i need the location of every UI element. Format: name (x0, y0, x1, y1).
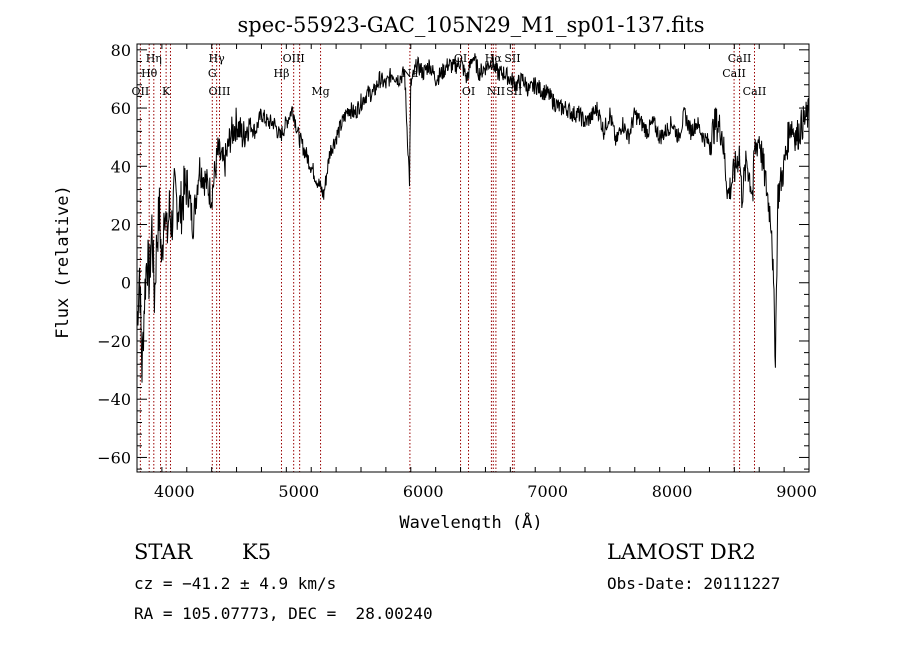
emission-line-label: K (162, 85, 171, 98)
object-class: STAR (134, 540, 193, 564)
emission-line-label: OI (454, 52, 467, 65)
object-subclass: K5 (242, 540, 272, 564)
emission-line-label: SII (506, 85, 522, 98)
emission-line-label: OIII (283, 52, 305, 65)
survey-name: LAMOST DR2 (607, 540, 756, 564)
x-tick-label: 5000 (278, 482, 319, 501)
emission-line-label: SII (504, 52, 520, 65)
y-tick-label: 40 (111, 157, 131, 176)
emission-line-label: OII (132, 85, 150, 98)
x-axis-label: Wavelength (Å) (399, 511, 542, 530)
emission-line-label: CaII (743, 85, 767, 98)
emission-line-label: Hγ (209, 52, 226, 65)
y-tick-label: 20 (111, 216, 131, 235)
emission-line-label: NII (487, 85, 505, 98)
emission-line-label: Hη (146, 52, 162, 65)
observation-date: Obs-Date: 20111227 (607, 574, 781, 593)
y-tick-label: 80 (111, 41, 131, 60)
x-tick-label: 7000 (527, 482, 568, 501)
emission-line-label: CaII (722, 67, 746, 80)
emission-line-markers (139, 44, 755, 472)
y-tick-label: −40 (97, 390, 131, 409)
x-tick-label: 8000 (652, 482, 693, 501)
redshift-cz: cz = −41.2 ± 4.9 km/s (134, 574, 337, 593)
emission-line-label: G (208, 67, 217, 80)
spectrum-chart: spec-55923-GAC_105N29_M1_sp01-137.fits H… (53, 13, 817, 530)
axis-ticks: 4000 5000 6000 7000 8000 9000 −60 −40 −20 0 20 40 60… (97, 41, 817, 501)
emission-line-label: CaII (728, 52, 752, 65)
spectrum-series-line (136, 53, 810, 383)
emission-line-label: Hθ (141, 67, 158, 80)
y-tick-label: −60 (97, 448, 131, 467)
y-tick-label: −20 (97, 332, 131, 351)
y-tick-label: 0 (121, 274, 131, 293)
emission-line-label: OIII (208, 85, 230, 98)
emission-line-label: Mg (311, 85, 329, 98)
emission-line-label: OI (462, 85, 475, 98)
chart-title: spec-55923-GAC_105N29_M1_sp01-137.fits (238, 13, 705, 37)
x-tick-label: 4000 (154, 482, 195, 501)
y-tick-label: 60 (111, 99, 131, 118)
x-tick-label: 9000 (776, 482, 817, 501)
emission-line-label: Hβ (274, 67, 290, 80)
x-tick-label: 6000 (403, 482, 444, 501)
plot-frame (136, 43, 810, 473)
y-axis-label: Flux (relative) (53, 185, 73, 339)
coordinates: RA = 105.07773, DEC = 28.00240 (134, 604, 433, 623)
